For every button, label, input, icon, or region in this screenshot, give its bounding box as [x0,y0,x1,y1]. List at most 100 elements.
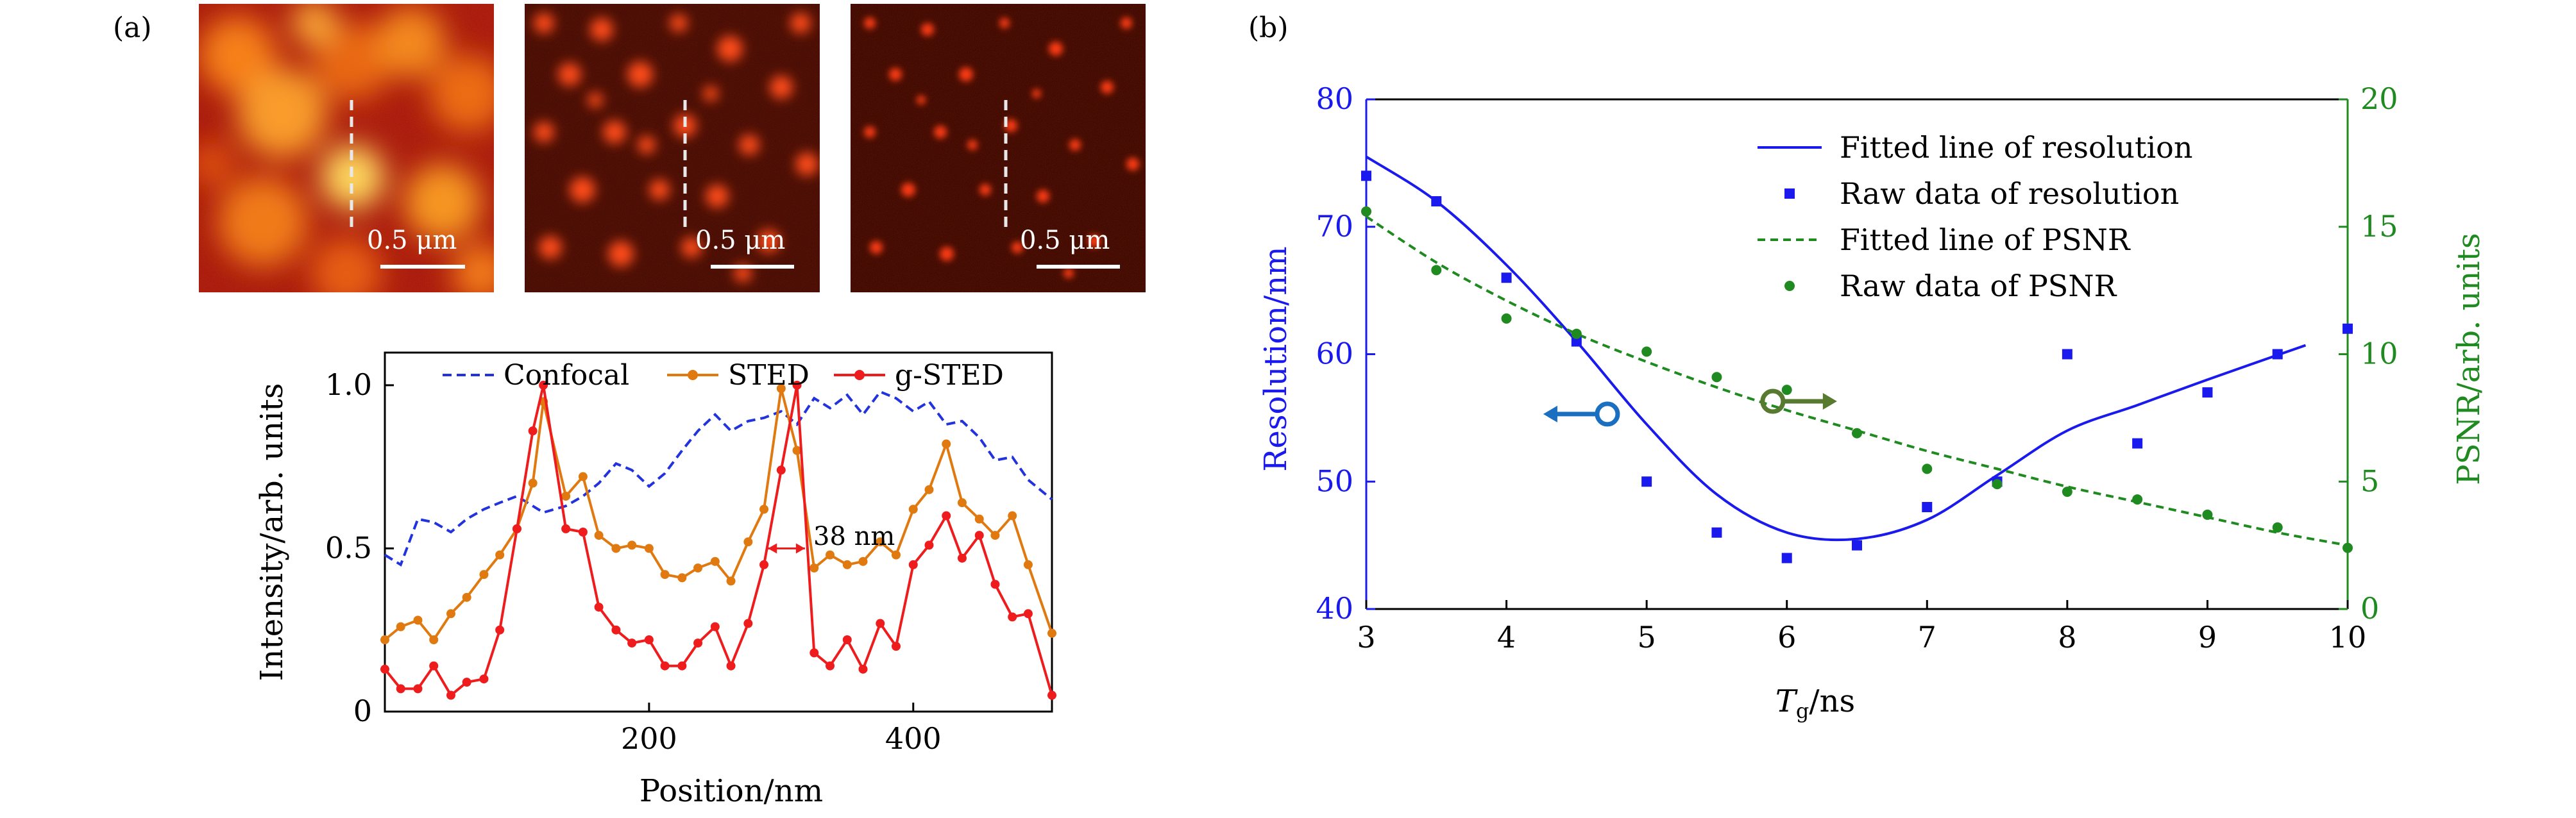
psnr-raw-point [1571,328,1582,339]
intensity-x-axis-label: Position/nm [640,773,823,808]
b-yl-tick-label-60: 60 [1316,337,1353,371]
b-yr-tick-label-15: 15 [2360,209,2398,244]
x-tick-label-400: 400 [885,721,942,756]
series-sted-point [957,498,967,508]
legend-label-0: Confocal [504,359,629,392]
series-sted-point [891,550,901,560]
resolution-raw-point [1922,502,1933,512]
legend-psnr-raw-marker [1784,281,1795,291]
b-yr-tick-label-5: 5 [2360,463,2379,498]
series-sted-point [924,485,934,494]
series-g-sted-point [479,674,489,684]
series-sted-point [990,531,1000,540]
series-g-sted-point [974,531,984,540]
resolution-raw-point [1781,553,1792,563]
confocal-image: 0.5 μm [199,4,494,292]
legend-label-1: STED [728,359,809,392]
psnr-raw-point [1711,372,1722,383]
resolution-raw-point [2202,387,2213,398]
intensity-y-axis-label: Intensity/arb. units [254,383,290,681]
series-sted-point [495,550,505,560]
legend-label-2: Fitted line of PSNR [1840,222,2131,257]
series-sted-point [759,505,769,514]
legend-resolution-raw-marker [1784,188,1795,199]
series-g-sted-point [891,642,901,651]
panel-a-label: (a) [113,12,152,44]
legend-label-2: g-STED [895,359,1004,392]
b-x-tick-label-4: 4 [1497,620,1516,655]
series-g-sted-point [876,619,885,628]
b-x-tick-label-8: 8 [2058,620,2076,655]
series-g-sted-point [495,625,505,635]
intensity-legend: Confocal STED g-STED [443,359,1004,392]
series-g-sted-point [528,426,538,436]
resolution-raw-point [1852,540,1862,551]
series-g-sted-point [743,619,753,628]
b-x-tick-label-3: 3 [1357,620,1375,655]
series-sted-point [942,439,951,449]
series-sted-point [462,592,471,602]
series-g-sted-point [462,678,471,687]
b-x-tick-label-7: 7 [1918,620,1936,655]
series-sted-point [479,570,489,580]
series-g-sted-point [710,622,720,631]
b-yl-tick-label-70: 70 [1316,209,1353,244]
series-sted-point [660,570,670,580]
b-x-tick-label-6: 6 [1777,620,1796,655]
g-sted-image: 0.5 μm [851,4,1146,292]
b-yl-tick-label-80: 80 [1316,81,1353,116]
legend-marker-2 [854,370,865,380]
series-sted-point [1008,511,1017,521]
series-g-sted-point [809,648,819,658]
psnr-raw-point [1992,479,2003,490]
resolution-raw-point [1641,476,1652,487]
b-yr-tick-label-0: 0 [2360,591,2379,626]
series-g-sted-point [776,465,786,475]
series-sted-point [528,478,538,488]
series-sted-point [1047,628,1056,638]
series-sted-point [1023,560,1033,569]
series-sted-point [413,615,423,625]
series-sted-point [809,563,819,572]
series-g-sted-point [446,690,455,700]
resolution-axis-arrow-ring [1595,401,1620,427]
series-g-sted-point [942,511,951,521]
series-sted-point [693,563,703,572]
intensity-plot-area: 200 400 0 0.5 1.0 [325,351,1056,756]
series-g-sted-point [660,661,670,671]
intensity-profile-chart: 200 400 0 0.5 1.0 Position/nm Intensity/arb.… [254,351,1056,808]
psnr-raw-point [1361,206,1371,217]
resolution-psnr-chart: 3 4 5 6 7 8 9 10 40 50 60 70 80 0 5 10 15 20 Resolution/n… [1258,81,2487,723]
series-g-sted-point [677,661,687,671]
series-sted-point [627,540,637,550]
series-sted-point [842,560,852,569]
sted-image: 0.5 μm [525,4,820,292]
series-sted-point [826,550,835,560]
series-g-sted-point [413,684,423,694]
series-confocal-line [384,390,1053,567]
series-g-sted-point [726,661,736,671]
b-yr-tick-label-10: 10 [2360,337,2398,371]
resolution-axis-arrow-head [1543,405,1557,422]
series-sted-point [726,576,736,586]
series-g-sted-point [561,524,571,533]
series-g-sted-point [792,380,802,390]
series-g-sted-point [594,603,604,612]
fwhm-arrow-head-right [795,543,805,554]
series-g-sted-point [644,635,654,644]
y-tick-label-2: 1.0 [325,367,372,402]
resolution-raw-point [1361,171,1371,181]
psnr-y-axis-label: PSNR/arb. units [2451,233,2487,485]
resolution-raw-point [2272,349,2283,360]
resolution-raw-point [2062,349,2072,360]
resolution-raw-point [1571,336,1582,347]
psnr-raw-point [1781,385,1792,396]
series-sted-point [677,573,687,583]
series-g-sted-point [842,635,852,644]
psnr-raw-point [2343,542,2353,553]
legend-label-1: Raw data of resolution [1840,176,2179,211]
confocal-scale-label: 0.5 μm [367,226,457,255]
psnr-axis-arrow-head [1822,393,1837,410]
resolution-raw-point [2343,323,2353,334]
series-sted-point [792,446,802,455]
